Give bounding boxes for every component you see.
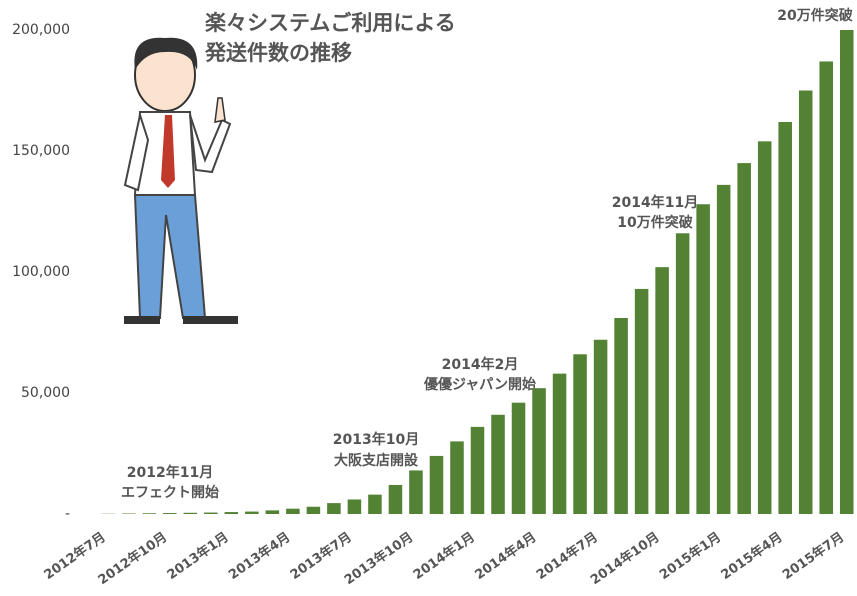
bar bbox=[594, 340, 608, 514]
chart-title: 楽々システムご利用による bbox=[205, 11, 456, 35]
annotation: 2014年2月 bbox=[442, 356, 519, 373]
bar bbox=[348, 499, 362, 514]
bar bbox=[491, 415, 505, 514]
y-tick-label: 150,000 bbox=[12, 143, 70, 159]
bar bbox=[778, 122, 792, 514]
bar bbox=[758, 141, 772, 514]
bar bbox=[614, 318, 628, 514]
chart: 楽々システムご利用による 発送件数の推移 2012年11月 エフェクト開始 20… bbox=[0, 0, 857, 596]
bar bbox=[327, 503, 341, 514]
y-tick-label: 50,000 bbox=[21, 385, 70, 401]
annotation: 2014年11月 bbox=[612, 194, 698, 211]
bar bbox=[266, 510, 280, 514]
bar bbox=[512, 403, 526, 514]
annotation: 2013年10月 bbox=[333, 431, 419, 448]
bar bbox=[717, 185, 731, 514]
bar bbox=[471, 427, 485, 514]
annotation: エフェクト開始 bbox=[121, 484, 219, 501]
annotation: 2012年11月 bbox=[127, 464, 213, 481]
x-tick-label: 2015年4月 bbox=[718, 529, 786, 583]
bar bbox=[204, 513, 218, 514]
x-tick-label: 2013年4月 bbox=[226, 529, 294, 583]
illustration bbox=[124, 38, 238, 324]
bar bbox=[286, 509, 300, 514]
bar bbox=[819, 61, 833, 514]
bar bbox=[307, 507, 321, 514]
bar bbox=[532, 388, 546, 514]
bar bbox=[553, 374, 567, 514]
bar bbox=[143, 513, 157, 514]
bar bbox=[450, 441, 464, 514]
bar bbox=[430, 456, 444, 514]
x-tick-label: 2013年10月 bbox=[341, 529, 416, 588]
annotation: 大阪支店開設 bbox=[334, 452, 419, 469]
bar bbox=[635, 289, 649, 514]
x-tick-label: 2012年10月 bbox=[95, 529, 170, 588]
x-tick-label: 2015年7月 bbox=[780, 529, 848, 583]
bar bbox=[696, 204, 710, 514]
y-tick-label: 100,000 bbox=[12, 264, 70, 280]
bar bbox=[368, 495, 382, 514]
bar bbox=[163, 513, 177, 514]
annotation: 20万件突破 bbox=[777, 7, 852, 24]
annotation: 10万件突破 bbox=[617, 214, 692, 231]
bar bbox=[409, 470, 423, 514]
bar bbox=[573, 354, 587, 514]
x-tick-label: 2013年1月 bbox=[164, 529, 232, 583]
bar bbox=[840, 30, 854, 514]
bar bbox=[737, 163, 751, 514]
bar bbox=[225, 512, 239, 514]
x-tick-label: 2014年10月 bbox=[587, 529, 662, 588]
bar bbox=[655, 267, 669, 514]
bar bbox=[676, 233, 690, 514]
bar bbox=[184, 513, 198, 514]
x-tick-label: 2015年1月 bbox=[656, 529, 724, 583]
x-tick-label: 2014年4月 bbox=[472, 529, 540, 583]
bar bbox=[389, 485, 403, 514]
annotation: 優優ジャパン開始 bbox=[423, 376, 536, 393]
x-tick-label: 2014年1月 bbox=[410, 529, 478, 583]
bar bbox=[245, 512, 259, 514]
y-tick-label: - bbox=[65, 506, 70, 522]
bar bbox=[799, 91, 813, 515]
chart-title: 発送件数の推移 bbox=[204, 41, 352, 65]
y-tick-label: 200,000 bbox=[12, 22, 70, 38]
